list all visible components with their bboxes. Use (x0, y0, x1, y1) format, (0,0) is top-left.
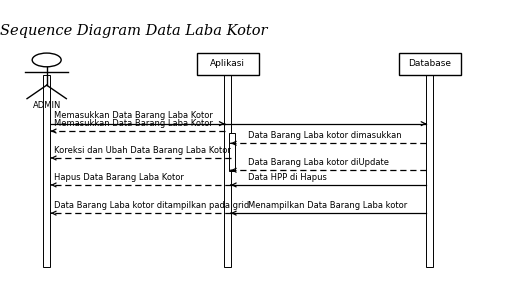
Bar (224, 75, 231, 267)
Bar (399, 52, 460, 75)
Text: Database: Database (408, 59, 451, 68)
Text: Aplikasi: Aplikasi (210, 59, 246, 68)
Text: Data Barang Laba kotor dimasukkan: Data Barang Laba kotor dimasukkan (249, 131, 402, 140)
Text: Data HPP di Hapus: Data HPP di Hapus (249, 173, 327, 182)
Bar (43, 75, 50, 267)
Bar (229, 133, 235, 172)
Text: Memasukkan Data Barang Laba Kotor: Memasukkan Data Barang Laba Kotor (54, 119, 213, 128)
Text: Data Barang Laba kotor ditampilkan pada grid: Data Barang Laba kotor ditampilkan pada … (54, 201, 250, 210)
Text: Data Barang Laba kotor diUpdate: Data Barang Laba kotor diUpdate (249, 158, 390, 167)
Text: Memasukkan Data Barang Laba Kotor: Memasukkan Data Barang Laba Kotor (54, 111, 213, 121)
Bar (197, 52, 259, 75)
Text: ADMIN: ADMIN (33, 101, 61, 110)
Text: Koreksi dan Ubah Data Barang Laba Kotor: Koreksi dan Ubah Data Barang Laba Kotor (54, 146, 231, 155)
Text: Sequence Diagram Data Laba Kotor: Sequence Diagram Data Laba Kotor (0, 25, 268, 38)
Text: Menampilkan Data Barang Laba kotor: Menampilkan Data Barang Laba kotor (249, 201, 408, 210)
Bar (426, 75, 433, 267)
Text: Hapus Data Barang Laba Kotor: Hapus Data Barang Laba Kotor (54, 173, 184, 182)
